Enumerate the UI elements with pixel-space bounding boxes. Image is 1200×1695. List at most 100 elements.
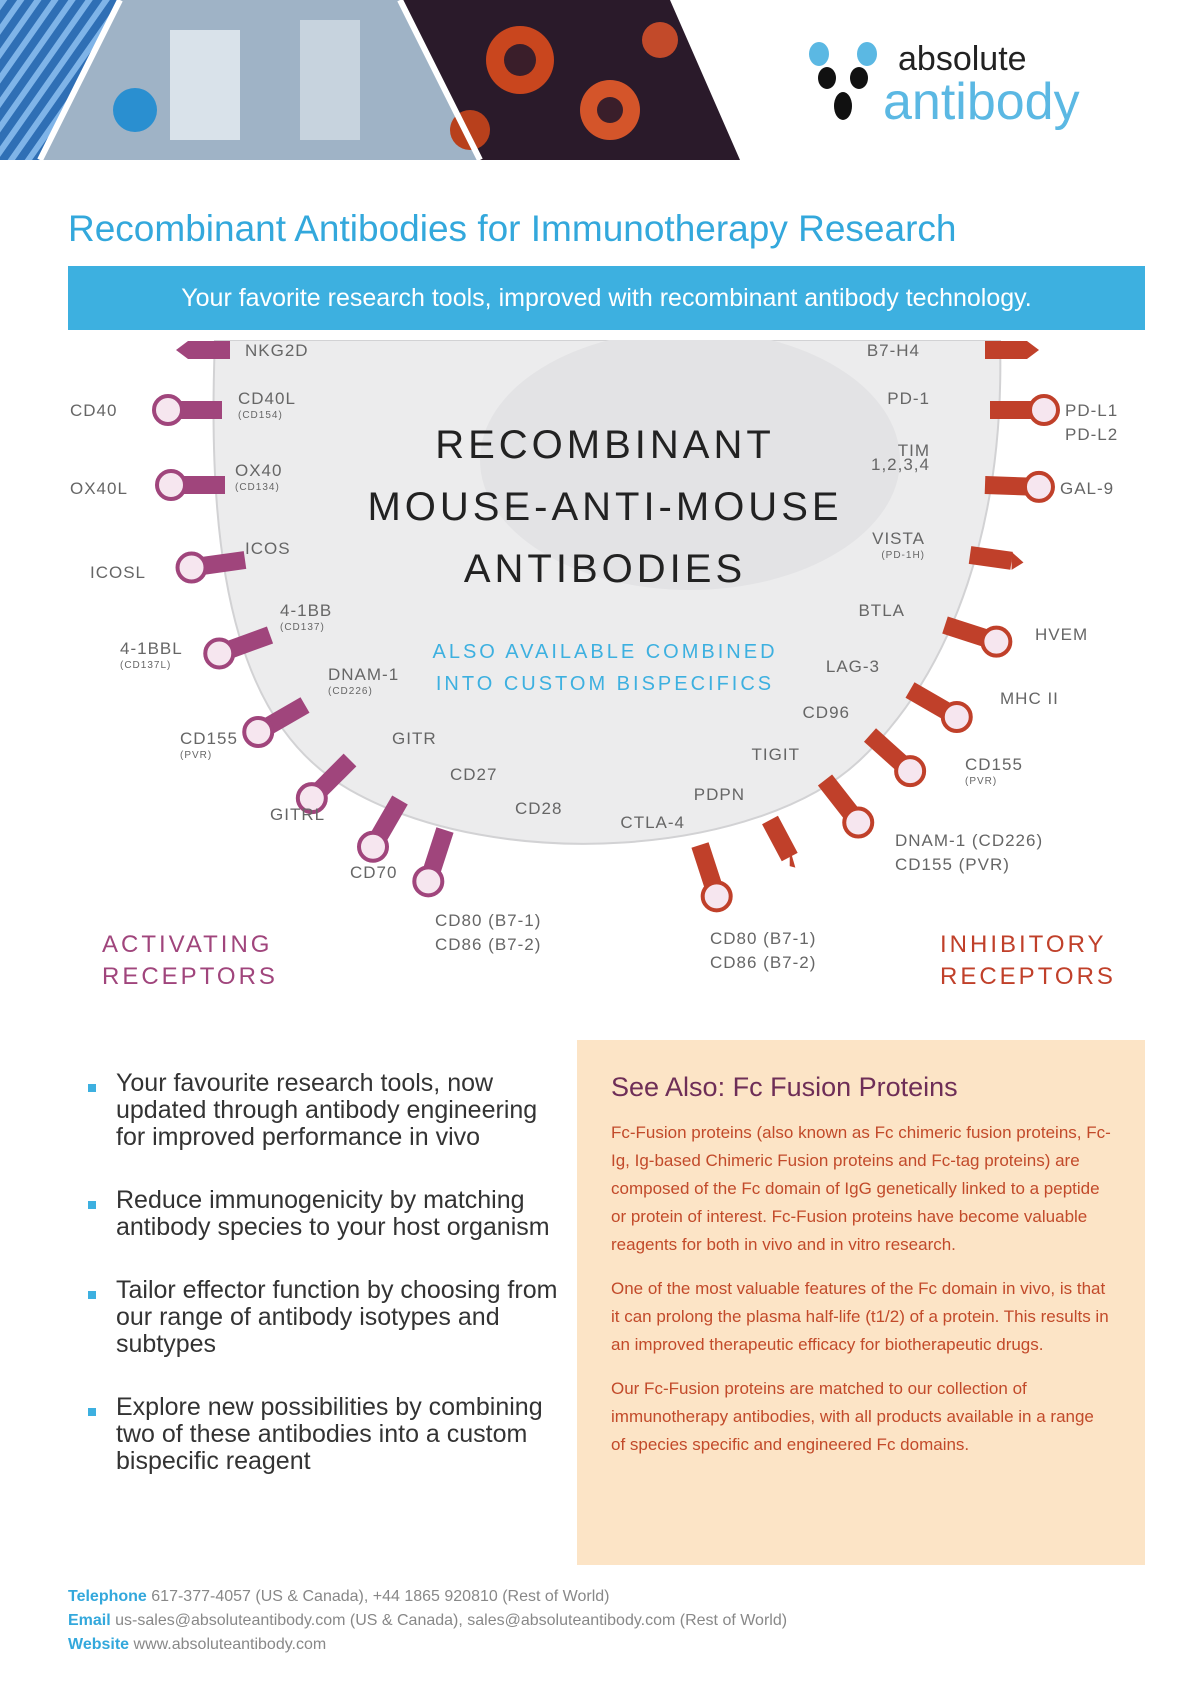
bullet-square-icon bbox=[88, 1291, 96, 1299]
telephone-value[interactable]: 617-377-4057 (US & Canada), +44 1865 920… bbox=[151, 1588, 610, 1605]
antibody-logo-icon bbox=[809, 42, 877, 120]
receptor-label: GITR bbox=[392, 729, 437, 748]
benefit-text: Tailor effector function by choosing fro… bbox=[116, 1276, 558, 1358]
ligand-head-icon bbox=[295, 782, 328, 815]
center-title-line-3: ANTIBODIES bbox=[464, 547, 746, 591]
ligand-label: GAL-9 bbox=[1060, 479, 1114, 498]
activating-label-line-1: ACTIVATING bbox=[102, 931, 272, 958]
center-title-line-2: MOUSE-ANTI-MOUSE bbox=[367, 485, 842, 529]
see-also-paragraph-1: Fc-Fusion proteins (also known as Fc chi… bbox=[611, 1123, 1111, 1254]
ligand-head-icon bbox=[203, 637, 236, 670]
website-value[interactable]: www.absoluteantibody.com bbox=[133, 1636, 327, 1653]
receptor-label: DNAM-1 bbox=[328, 665, 399, 684]
receptor-label: TIM bbox=[898, 441, 930, 460]
telephone-label: Telephone bbox=[68, 1588, 147, 1605]
cell-nucleus bbox=[480, 340, 900, 590]
receptor-sublabel: 1,2,3,4 bbox=[871, 455, 930, 474]
logo-word-antibody: antibody bbox=[883, 73, 1080, 131]
receptor-stalk bbox=[984, 476, 1028, 496]
ligand-head-icon bbox=[152, 394, 184, 426]
receptor-label: 4-1BB bbox=[280, 601, 332, 620]
receptor-label: NKG2D bbox=[245, 341, 309, 360]
receptor-label: PD-1 bbox=[887, 389, 930, 408]
receptor-label: VISTA bbox=[872, 529, 925, 548]
receptor-diagram: RECOMBINANT MOUSE-ANTI-MOUSE ANTIBODIES … bbox=[70, 340, 1118, 990]
ligand-head-icon bbox=[980, 625, 1013, 658]
receptor-sublabel: (CD226) bbox=[328, 686, 373, 697]
center-title-line-1: RECOMBINANT bbox=[435, 423, 775, 467]
receptor-label: B7-H4 bbox=[867, 341, 920, 360]
receptor-label: OX40 bbox=[235, 461, 282, 480]
ligand-head-icon bbox=[175, 551, 208, 584]
ligand-head-icon bbox=[155, 469, 187, 501]
receptor-stalk bbox=[942, 616, 988, 647]
ligand-head-icon bbox=[1028, 394, 1060, 426]
website-label: Website bbox=[68, 1636, 130, 1653]
benefit-item: Reduce immunogenicity by matching antibo… bbox=[84, 1187, 564, 1241]
see-also-paragraph-2: One of the most valuable features of the… bbox=[611, 1279, 1109, 1354]
ligand-head-icon bbox=[940, 701, 973, 733]
receptor-label: TIGIT bbox=[752, 745, 800, 764]
ligand-label: MHC II bbox=[1000, 689, 1059, 708]
inhibitory-label-line-2: RECEPTORS bbox=[940, 963, 1116, 990]
footer-website: Website www.absoluteantibody.com bbox=[68, 1633, 787, 1657]
receptor-sublabel: (CD154) bbox=[238, 410, 283, 421]
ligand-label: HVEM bbox=[1035, 625, 1088, 644]
ligand-label: CD80 (B7-1) bbox=[435, 911, 541, 930]
receptor-tip-icon bbox=[789, 848, 796, 868]
ligand-head-icon bbox=[242, 716, 275, 748]
ligand-head-icon bbox=[894, 755, 927, 788]
receptor-stalk bbox=[423, 827, 454, 873]
contact-footer: Telephone 617-377-4057 (US & Canada), +4… bbox=[68, 1585, 787, 1657]
center-sub-line-1: ALSO AVAILABLE COMBINED bbox=[432, 641, 777, 663]
receptor-tip-icon bbox=[1027, 341, 1039, 359]
receptor-label: CD27 bbox=[450, 765, 497, 784]
receptor-sublabel: (CD137) bbox=[280, 622, 325, 633]
receptor-sublabel: (CD134) bbox=[235, 482, 280, 493]
see-also-paragraph-3: Our Fc-Fusion proteins are matched to ou… bbox=[611, 1379, 1094, 1454]
footer-telephone: Telephone 617-377-4057 (US & Canada), +4… bbox=[68, 1585, 787, 1609]
ligand-label: CD80 (B7-1) bbox=[710, 929, 816, 948]
benefit-text: Explore new possibilities by combining t… bbox=[116, 1393, 543, 1475]
bullet-square-icon bbox=[88, 1201, 96, 1209]
receptor-stalk bbox=[817, 774, 858, 819]
receptor-stalk bbox=[905, 682, 951, 719]
ligand-sublabel: CD86 (B7-2) bbox=[435, 935, 541, 954]
receptor-stalk bbox=[863, 728, 908, 770]
receptor-stalk bbox=[762, 815, 798, 862]
email-value[interactable]: us-sales@absoluteantibody.com (US & Cana… bbox=[115, 1612, 788, 1629]
ligand-label: CD155 bbox=[180, 729, 238, 748]
receptor-label: CD96 bbox=[803, 703, 850, 722]
ligand-label: 4-1BBL bbox=[120, 639, 183, 658]
activating-label-line-2: RECEPTORS bbox=[102, 963, 278, 990]
ligand-label: ICOSL bbox=[90, 563, 146, 582]
ligand-label: PD-L1 bbox=[1065, 401, 1118, 420]
ligand-label: OX40L bbox=[70, 479, 128, 498]
ligand-label: GITRL bbox=[270, 805, 325, 824]
ligand-sublabel: CD155 (PVR) bbox=[895, 855, 1010, 874]
inhibitory-label-line-1: INHIBITORY bbox=[940, 931, 1106, 958]
benefit-item: Tailor effector function by choosing fro… bbox=[84, 1277, 564, 1358]
benefit-item: Explore new possibilities by combining t… bbox=[84, 1394, 564, 1475]
ligand-label: DNAM-1 (CD226) bbox=[895, 831, 1043, 850]
ligand-sublabel: PD-L2 bbox=[1065, 425, 1118, 444]
email-label: Email bbox=[68, 1612, 111, 1629]
receptor-label: CD28 bbox=[515, 799, 562, 818]
receptor-label: PDPN bbox=[694, 785, 745, 804]
ligand-sublabel: (CD137L) bbox=[120, 660, 171, 671]
bullet-square-icon bbox=[88, 1408, 96, 1416]
receptor-label: ICOS bbox=[245, 539, 291, 558]
see-also-title: See Also: Fc Fusion Proteins bbox=[611, 1072, 958, 1102]
ligand-head-icon bbox=[842, 806, 875, 839]
ligand-label: CD70 bbox=[350, 863, 397, 882]
receptor-label: CD40L bbox=[238, 389, 296, 408]
ligand-sublabel: (PVR) bbox=[180, 750, 212, 761]
receptor-stalk bbox=[371, 795, 408, 841]
receptor-stalk bbox=[691, 842, 722, 888]
receptor-label: BTLA bbox=[858, 601, 905, 620]
header-photo-strip bbox=[0, 0, 740, 160]
see-also-box: See Also: Fc Fusion Proteins Fc-Fusion p… bbox=[577, 1040, 1145, 1565]
receptor-stalk bbox=[968, 546, 1013, 570]
bullet-square-icon bbox=[88, 1084, 96, 1092]
receptor-tip-icon bbox=[176, 341, 188, 359]
